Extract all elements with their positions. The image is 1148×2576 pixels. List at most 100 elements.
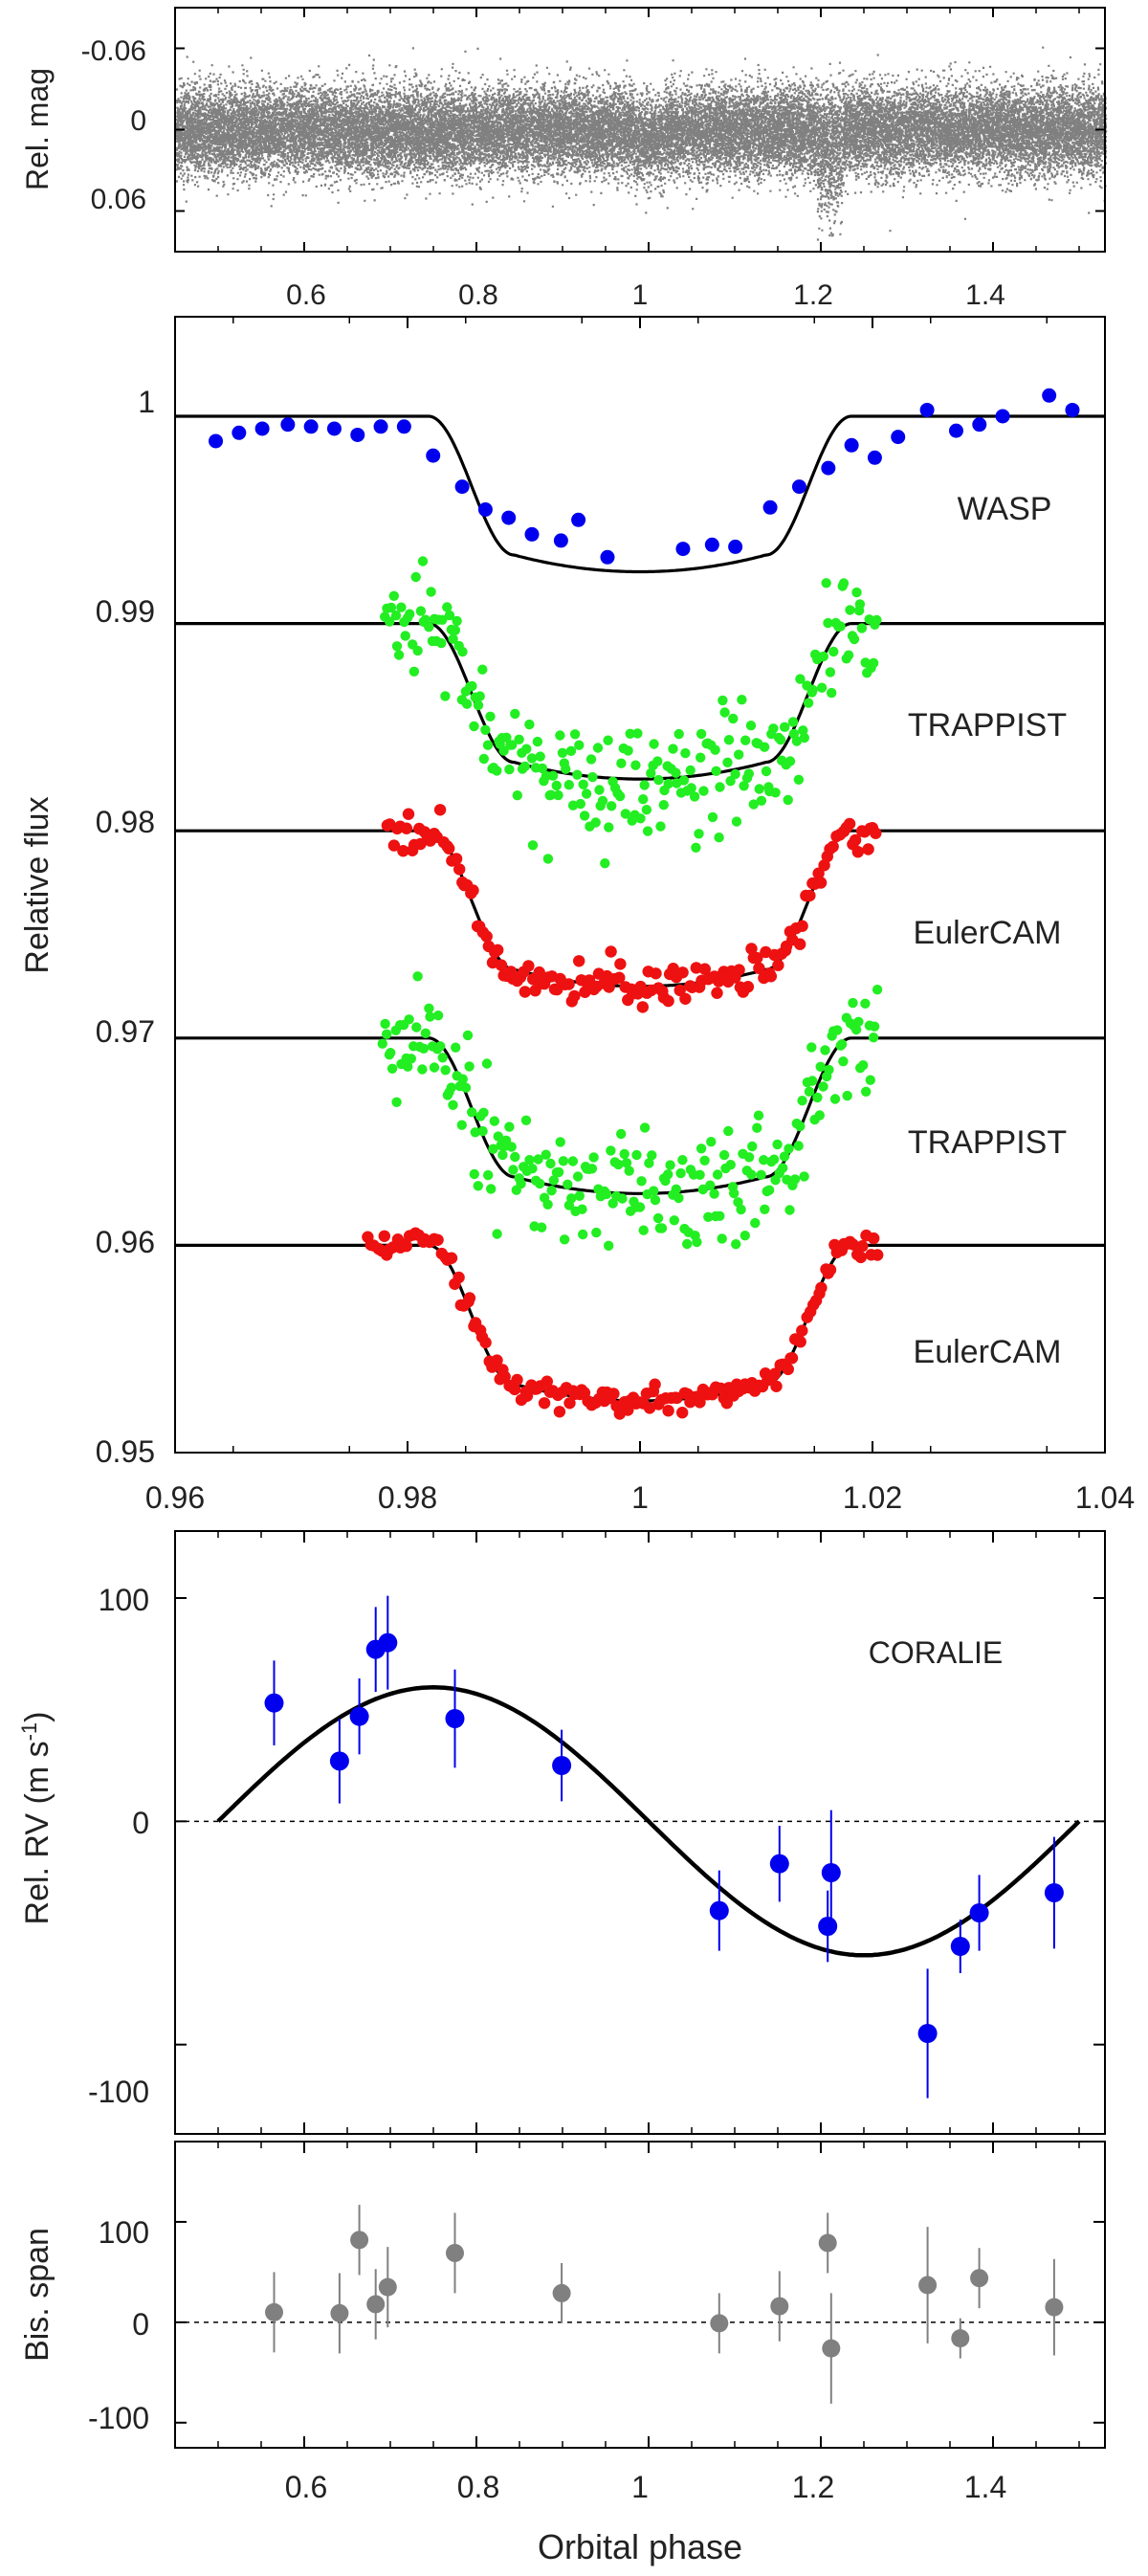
flux-point [578,779,588,789]
flux-point [630,760,641,770]
phot-ytick-2: 0.06 [91,184,146,215]
flux-point [649,1378,661,1390]
panel-photometry: -0.06 0 0.06 0.6 0.8 1 1.2 1.4 Rel. mag [20,7,1108,311]
flux-point [569,729,581,740]
flux-point [730,768,740,780]
rv-ylabel-end: ) [19,1712,55,1722]
flux-point [756,1169,766,1181]
flux-point [821,578,831,588]
flux-point [412,645,423,656]
flux-point [418,1043,430,1055]
flux-point [632,728,643,739]
flux-point [545,1158,556,1169]
flux-point [378,1230,390,1243]
flux-point [461,699,473,709]
flux-point [563,978,575,990]
flux-point [448,1099,458,1111]
flux-point [510,1151,520,1163]
flux-point [671,1184,681,1195]
flux-point [429,1062,440,1073]
flux-point [768,1154,780,1165]
flux-point [694,829,704,839]
flux-point [475,691,485,701]
flux-xtick-1: 0.98 [378,1480,437,1515]
flux-point [743,1152,755,1163]
flux-point [789,1174,801,1185]
flux-point [585,754,597,765]
flux-point [673,728,684,740]
flux-point [620,809,631,819]
rv-ylabel-main: Rel. RV (m s [19,1741,55,1924]
flux-point [663,778,673,789]
phot-scatter-points [175,46,1108,241]
flux-point [558,1156,569,1166]
flux-point [625,728,635,739]
flux-point [622,1404,634,1416]
bis-point [822,2339,841,2358]
flux-point [607,801,617,811]
flux-point [753,1110,764,1121]
flux-point [591,1227,602,1238]
bis-point [770,2297,789,2316]
flux-point [668,744,678,754]
flux-point [678,775,690,786]
flux-point [649,1186,659,1196]
flux-xtick-2: 1 [631,1480,649,1515]
flux-series-label-trappist-1: TRAPPIST [908,707,1067,744]
flux-point [832,1025,843,1035]
rv-point [1044,1883,1064,1902]
bis-ytick-0: -100 [88,2401,149,2435]
flux-point [440,1065,451,1076]
flux-point [772,1139,783,1150]
flux-point [572,1171,584,1182]
rv-ticks [175,1531,1105,2134]
flux-model-curve-2 [175,829,1105,988]
flux-series-label-trappist-2: TRAPPIST [908,1124,1067,1161]
flux-point [527,840,539,851]
flux-point [780,722,790,732]
flux-point [785,1352,799,1365]
flux-point [453,1271,465,1284]
flux-point [845,605,855,615]
wasp-point [1042,388,1057,403]
flux-point [741,981,755,993]
flux-point [563,780,574,790]
flux-point [695,752,706,763]
flux-point [553,1406,566,1418]
flux-point [516,1178,526,1189]
flux-point [820,1045,830,1055]
flux-point [453,863,466,876]
flux-point [644,1158,654,1168]
flux-model-curve-4 [175,1243,1105,1403]
flux-point [872,985,883,995]
bis-xtick-2: 1 [631,2470,649,2504]
flux-point [650,1194,661,1206]
wasp-point [280,417,296,433]
flux-point [533,966,545,979]
flux-point [478,1107,489,1119]
flux-point [555,1137,565,1147]
flux-point [396,602,407,612]
flux-point [707,811,718,823]
flux-point [410,571,421,583]
flux-point [561,764,571,774]
flux-point [623,745,633,756]
flux-point [508,1165,519,1175]
flux-point [604,1240,614,1252]
flux-point [467,1107,477,1118]
flux-series-label-wasp: WASP [958,491,1052,527]
flux-point [695,1144,707,1154]
wasp-point [350,427,365,442]
flux-point [391,641,403,652]
flux-point [812,1092,823,1103]
flux-point [600,858,610,869]
flux-point [464,1061,475,1072]
flux-point [717,1233,727,1244]
wasp-point [728,539,743,554]
wasp-point [326,421,342,436]
flux-point [782,1363,794,1376]
flux-point [636,1001,649,1013]
flux-point [579,811,590,821]
flux-point [469,721,479,732]
flux-point [740,735,751,745]
